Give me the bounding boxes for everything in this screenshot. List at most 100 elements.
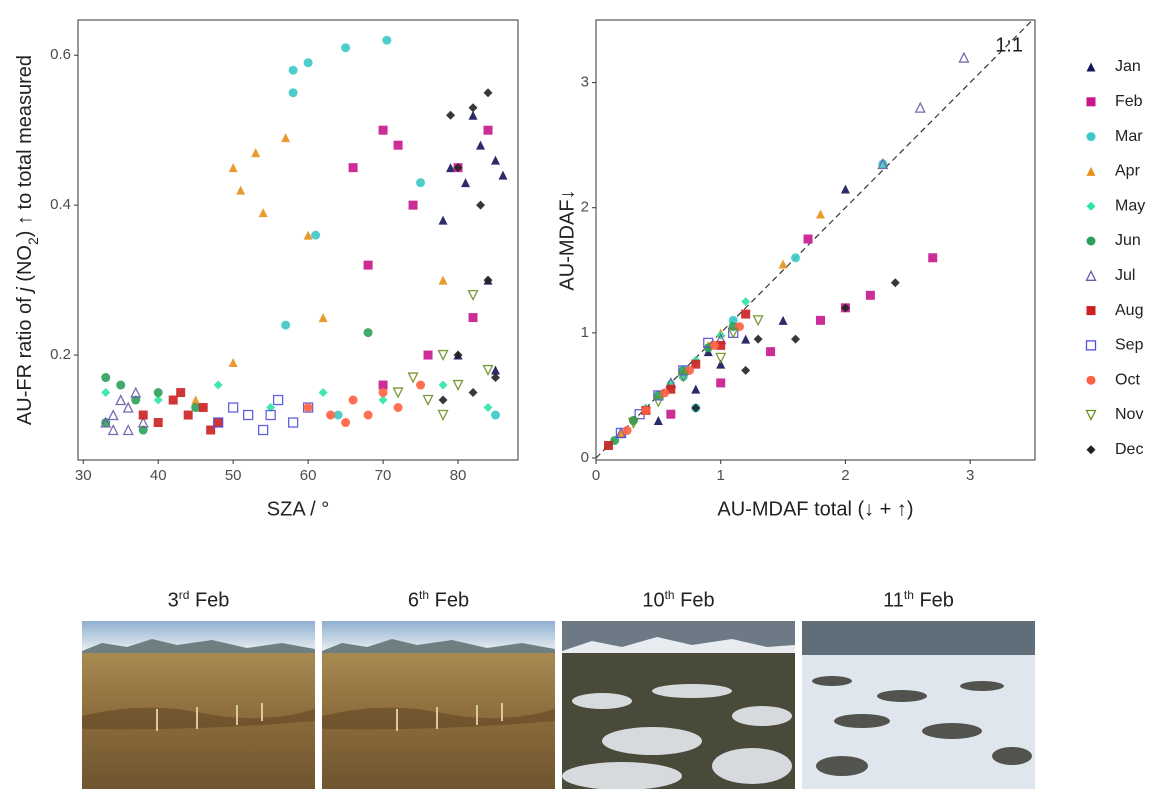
point: [476, 140, 486, 150]
point: [741, 334, 751, 344]
point: [752, 315, 764, 327]
point: [741, 297, 751, 307]
point: [716, 378, 726, 388]
point: [778, 315, 788, 325]
legend-marker: [1085, 340, 1097, 351]
point: [213, 380, 223, 390]
point: [183, 410, 193, 420]
x-axis-label: AU-MDAF total (↓ + ↑): [717, 498, 913, 520]
point: [257, 424, 269, 436]
legend-marker: [1085, 409, 1097, 421]
point: [482, 364, 494, 377]
point: [311, 230, 321, 240]
point: [491, 155, 501, 165]
point: [453, 163, 463, 173]
point: [958, 51, 970, 63]
point: [363, 328, 373, 338]
point: [228, 358, 238, 368]
point: [491, 365, 501, 375]
point: [791, 334, 801, 344]
point: [422, 394, 434, 406]
x-tick-label: 50: [225, 467, 242, 484]
point: [865, 290, 875, 300]
point: [728, 315, 738, 325]
point: [483, 403, 493, 413]
point: [423, 350, 433, 360]
day: 6: [407, 589, 420, 612]
point: [815, 209, 825, 219]
point: [191, 403, 201, 413]
legend-label: Mar: [1115, 128, 1143, 145]
point: [416, 178, 426, 188]
point: [603, 440, 613, 450]
point: [107, 409, 119, 421]
point: [914, 101, 926, 113]
x-tick-label: 40: [150, 467, 167, 484]
y-axis-label-part: j: [14, 287, 36, 295]
y-axis-label-part: ) ↑ to total measured: [14, 55, 36, 237]
point: [778, 259, 788, 269]
point: [363, 260, 373, 270]
point: [348, 163, 358, 173]
point: [318, 388, 328, 398]
legend-marker: [1086, 375, 1096, 385]
point: [288, 88, 298, 98]
point: [122, 424, 134, 436]
point: [627, 417, 639, 429]
point: [266, 403, 276, 413]
point: [243, 409, 254, 421]
legend-label: Feb: [1115, 93, 1143, 110]
point: [452, 379, 464, 391]
y-tick-label: 0.2: [50, 346, 71, 363]
point: [791, 253, 801, 263]
point: [491, 373, 501, 383]
legend-label: Oct: [1115, 371, 1140, 388]
legend-label: Jul: [1115, 267, 1135, 284]
point: [251, 148, 261, 158]
y-tick-label: 0.4: [50, 196, 71, 213]
point: [840, 303, 850, 313]
point: [303, 230, 313, 240]
legend-marker: [1086, 132, 1096, 142]
legend-marker: [1086, 236, 1096, 246]
point: [691, 359, 701, 369]
point: [288, 65, 298, 75]
point: [491, 410, 501, 420]
point: [378, 388, 388, 398]
x-tick-label: 2: [841, 467, 849, 484]
day: 11: [883, 589, 904, 612]
ordinal: th: [664, 588, 675, 602]
point: [741, 309, 751, 319]
month: Feb: [194, 589, 230, 612]
point: [101, 418, 111, 428]
point: [660, 388, 670, 398]
point: [666, 384, 676, 394]
ordinal: th: [903, 588, 914, 602]
point: [213, 418, 223, 428]
legend-label: Aug: [1115, 302, 1143, 319]
point: [382, 35, 392, 45]
point: [101, 373, 111, 383]
y-tick-label: 1: [581, 324, 589, 341]
point: [138, 425, 148, 435]
point: [348, 395, 358, 405]
point: [483, 88, 493, 98]
x-axis-label: SZA / °: [267, 498, 329, 520]
x-tick-label: 80: [450, 467, 467, 484]
point: [363, 410, 373, 420]
point: [100, 416, 112, 428]
y-tick-label: 3: [581, 74, 589, 91]
point: [741, 365, 751, 375]
photo-caption: 11th Feb: [802, 588, 1035, 613]
point: [265, 409, 276, 421]
y-tick-label: 0.6: [50, 46, 71, 63]
point: [446, 110, 456, 120]
point: [438, 275, 448, 285]
legend-marker: [1085, 269, 1097, 281]
legend-label: Nov: [1115, 406, 1143, 423]
point: [378, 380, 388, 390]
point: [727, 327, 739, 339]
y-axis-label-part: (NO: [14, 245, 36, 287]
